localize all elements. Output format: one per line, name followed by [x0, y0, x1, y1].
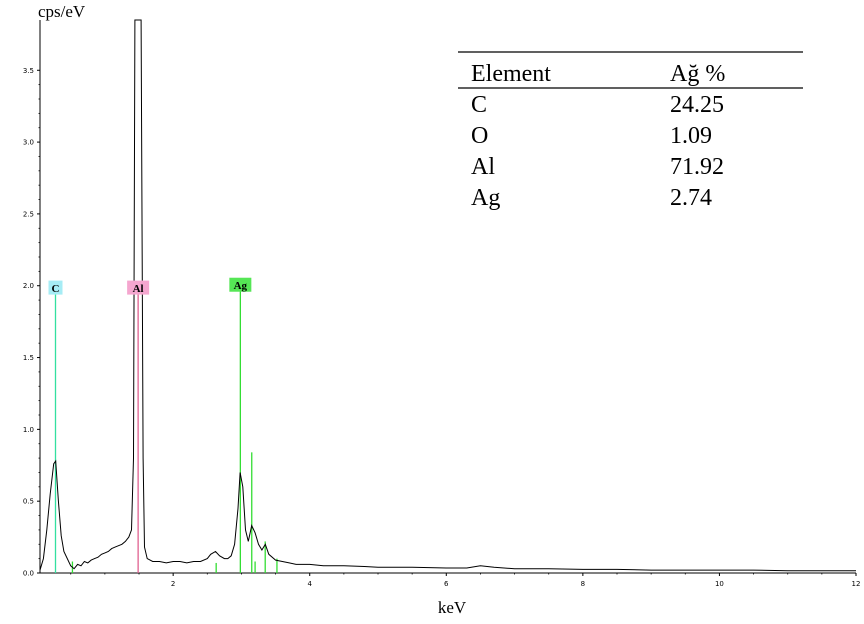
y-axis: 0.0 0.5 1.0 1.5 2.0 2.5 3.0 3.5 — [23, 67, 40, 578]
y-tick-label: 3.0 — [23, 139, 34, 147]
element-lines — [54, 285, 278, 573]
x-tick-label: 6 — [444, 580, 449, 588]
marker-al: Al — [127, 280, 150, 295]
table-header-value: Ağ % — [670, 61, 725, 87]
table-cell-value: 2.74 — [670, 185, 712, 211]
y-tick-label: 3.5 — [23, 67, 34, 75]
x-tick-label: 8 — [581, 580, 585, 588]
marker-ag: Ag — [229, 277, 252, 292]
marker-label: C — [52, 283, 60, 295]
x-axis-title: keV — [438, 598, 467, 617]
spectrum-line — [39, 19, 856, 572]
table-cell-element: Ag — [471, 185, 500, 211]
x-tick-label: 2 — [171, 580, 175, 588]
marker-label: Ag — [234, 280, 248, 292]
y-tick-label: 1.5 — [23, 354, 34, 362]
element-markers: C Al Ag — [48, 277, 252, 295]
y-tick-label: 0.0 — [23, 570, 34, 578]
table-cell-element: C — [471, 92, 487, 118]
x-tick-label: 4 — [307, 580, 312, 588]
plot-frame — [39, 20, 856, 574]
composition-table: Element Ağ % C 24.25 O 1.09 Al 71.92 Ag 2.74 — [458, 51, 803, 211]
table-cell-element: O — [471, 123, 488, 149]
y-tick-label: 2.0 — [23, 282, 34, 290]
table-header-element: Element — [471, 61, 551, 87]
y-tick-label: 0.5 — [23, 498, 34, 506]
table-cell-element: Al — [471, 154, 495, 180]
marker-c: C — [48, 280, 63, 295]
y-axis-title: cps/eV — [38, 2, 86, 21]
marker-box — [127, 280, 150, 295]
table-cell-value: 1.09 — [670, 123, 712, 149]
table-cell-value: 24.25 — [670, 92, 724, 118]
marker-box — [229, 277, 252, 292]
x-tick-label: 10 — [715, 580, 724, 588]
marker-label: Al — [133, 283, 144, 295]
y-tick-label: 1.0 — [23, 426, 34, 434]
marker-box — [48, 280, 63, 295]
y-tick-label: 2.5 — [23, 210, 34, 218]
table-cell-value: 71.92 — [670, 154, 724, 180]
x-axis: 2 4 6 8 10 12 — [70, 573, 861, 588]
x-tick-label: 12 — [852, 580, 861, 588]
spectrum — [39, 19, 856, 572]
